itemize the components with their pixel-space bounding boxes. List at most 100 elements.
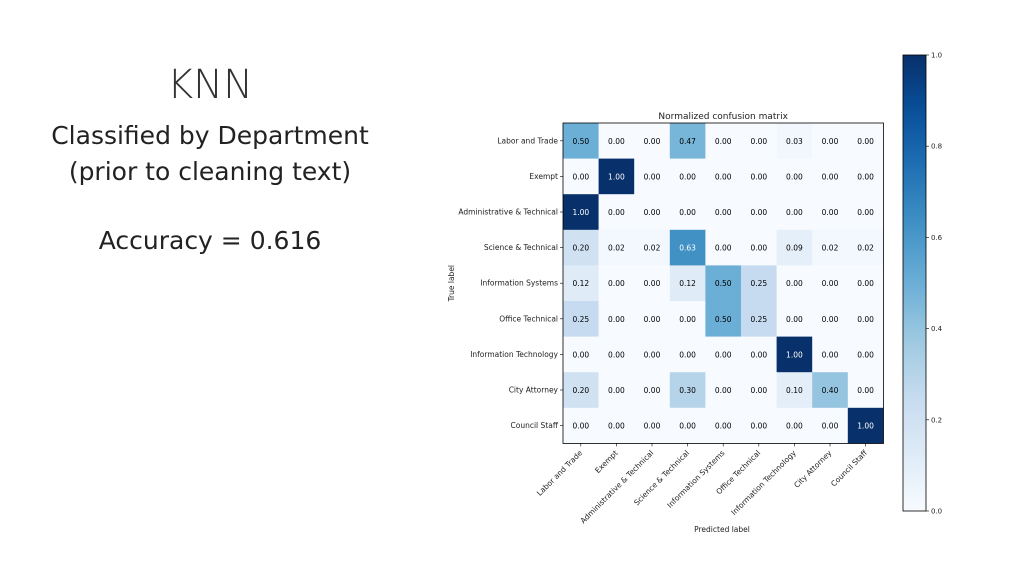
colorbar-tick-label: 1.0	[931, 52, 942, 60]
heatmap-cell	[705, 265, 742, 302]
slide-title: KNN	[166, 62, 254, 108]
heatmap-cell	[776, 301, 813, 337]
cell-value-label: 1.00	[857, 422, 874, 431]
cell-value-label: 0.00	[857, 386, 874, 395]
x-tick-label: City Attorney	[792, 448, 834, 490]
heatmap-cell	[705, 407, 742, 444]
heatmap-cell	[705, 123, 742, 159]
heatmap-cell	[741, 372, 777, 409]
cell-value-label: 0.00	[715, 386, 732, 395]
heatmap-cell	[598, 194, 635, 231]
cell-value-label: 0.00	[715, 208, 732, 217]
heatmap-cell	[598, 265, 635, 302]
heatmap-cell	[705, 158, 742, 195]
heatmap-cell	[634, 265, 671, 302]
cell-value-label: 0.40	[822, 386, 839, 395]
heatmap-cell	[705, 372, 742, 409]
cell-value-label: 1.00	[608, 172, 625, 181]
heatmap-cell	[776, 123, 813, 159]
heatmap-cell	[847, 229, 884, 266]
cell-value-label: 0.00	[786, 422, 803, 431]
cell-value-label: 0.00	[644, 422, 661, 431]
heatmap-cell	[634, 123, 671, 159]
heatmap-cell	[598, 229, 635, 266]
cell-value-label: 0.50	[715, 279, 732, 288]
heatmap-cell	[812, 301, 849, 337]
heatmap-cell	[669, 158, 706, 195]
cell-value-label: 0.00	[679, 350, 696, 359]
y-tick-label: Information Technology	[470, 350, 558, 359]
cell-value-label: 0.50	[715, 315, 732, 324]
cell-value-label: 0.00	[750, 137, 767, 146]
y-tick-label: Information Systems	[480, 279, 558, 288]
heatmap-cell	[812, 123, 849, 159]
y-tick-label: Science & Technical	[484, 243, 558, 252]
cell-value-label: 0.00	[822, 172, 839, 181]
heatmap-cell	[669, 336, 706, 373]
heatmap-cell	[741, 265, 777, 302]
cell-value-label: 0.00	[822, 279, 839, 288]
cell-value-label: 0.20	[572, 244, 589, 253]
colorbar	[902, 54, 927, 512]
x-tick-label: Administrative & Technical	[579, 448, 656, 525]
cell-value-label: 0.00	[857, 315, 874, 324]
heatmap-cell	[669, 194, 706, 231]
heatmap-cell	[705, 229, 742, 266]
heatmap-cell	[634, 194, 671, 231]
heatmap-cell	[812, 265, 849, 302]
heatmap-cell	[563, 123, 599, 159]
heatmap-cell	[634, 336, 671, 373]
y-tick-label: City Attorney	[509, 386, 559, 395]
x-tick-label: Labor and Trade	[535, 448, 585, 498]
heatmap-cell	[776, 194, 813, 231]
cell-value-label: 0.00	[750, 386, 767, 395]
heatmap-cell	[563, 372, 599, 409]
cell-value-label: 0.00	[608, 279, 625, 288]
colorbar-tick-label: 0.4	[931, 325, 943, 333]
colorbar-tick-label: 0.0	[931, 508, 942, 516]
y-tick-label: Council Staff	[511, 421, 559, 430]
heatmap-cell	[776, 229, 813, 266]
cell-value-label: 0.03	[786, 137, 803, 146]
heatmap-cell	[563, 407, 599, 444]
y-tick-label: Office Technical	[499, 314, 558, 323]
cell-value-label: 0.00	[715, 172, 732, 181]
heatmap-cell	[847, 407, 884, 444]
heatmap-cell	[563, 229, 599, 266]
heatmap-cell	[812, 336, 849, 373]
y-axis-label: True label	[447, 265, 456, 302]
cell-value-label: 0.00	[644, 172, 661, 181]
heatmap-cell	[563, 336, 599, 373]
colorbar-tick-label: 0.2	[931, 416, 942, 424]
slide-subtitle: Classified by Department (prior to clean…	[40, 118, 380, 190]
heatmap-cell	[634, 407, 671, 444]
cell-value-label: 0.00	[822, 422, 839, 431]
colorbar-tick-label: 0.6	[931, 234, 943, 242]
cell-value-label: 0.00	[608, 315, 625, 324]
cell-value-label: 0.00	[572, 422, 589, 431]
cell-value-label: 0.00	[857, 279, 874, 288]
heatmap-cell	[847, 372, 884, 409]
heatmap-cell	[598, 158, 635, 195]
heatmap-cell	[634, 372, 671, 409]
heatmap-cell	[563, 265, 599, 302]
heatmap-cell	[847, 265, 884, 302]
heatmap-cell	[847, 194, 884, 231]
cell-value-label: 0.00	[857, 350, 874, 359]
cell-value-label: 1.00	[786, 350, 803, 359]
heatmap-cell	[669, 123, 706, 159]
cell-value-label: 0.00	[572, 172, 589, 181]
heatmap-cell	[776, 336, 813, 373]
heatmap-cell	[812, 194, 849, 231]
heatmap-cell	[705, 336, 742, 373]
cell-value-label: 0.00	[822, 350, 839, 359]
heatmap-cell	[812, 158, 849, 195]
cell-value-label: 0.00	[786, 208, 803, 217]
heatmap-cell	[847, 158, 884, 195]
heatmap-cell	[669, 229, 706, 266]
cell-value-label: 0.63	[679, 244, 696, 253]
cell-value-label: 0.00	[786, 172, 803, 181]
cell-value-label: 0.25	[750, 279, 767, 288]
heatmap-cell	[776, 265, 813, 302]
heatmap-cell	[776, 158, 813, 195]
